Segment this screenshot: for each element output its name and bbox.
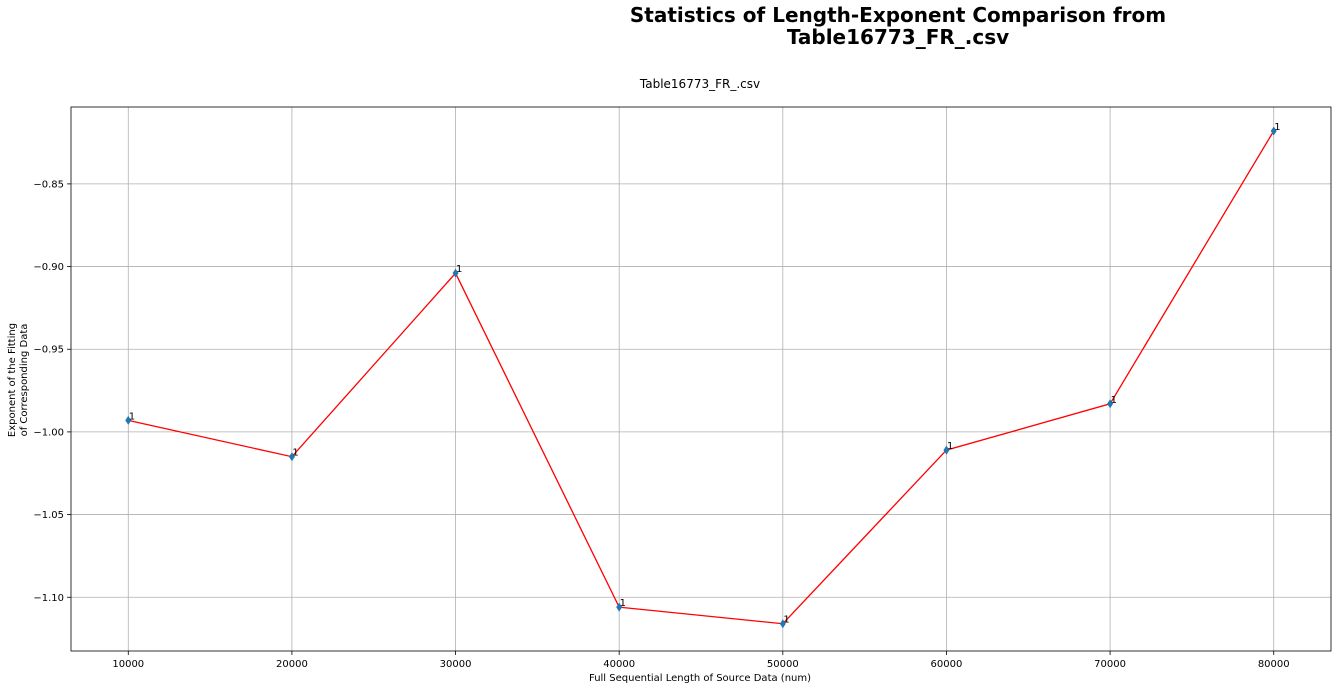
y-tick-label: −1.05 [33,510,64,521]
x-tick-labels: 10000 20000 30000 40000 50000 60000 70000 80000 [112,659,1289,670]
data-point-label: 1 [947,441,953,452]
data-point-label: 1 [129,411,135,422]
y-tick-label: −1.00 [33,427,64,438]
axes-frame [70,106,1332,652]
point-labels: 1 1 1 1 1 1 1 1 [129,122,1281,626]
data-point-marker [779,619,786,629]
data-point-label: 1 [1111,395,1117,406]
x-tick-label: 10000 [112,659,144,670]
x-tick-label: 40000 [603,659,635,670]
x-tick-label: 20000 [276,659,308,670]
data-point-marker [288,452,295,462]
data-point-label: 1 [783,615,789,626]
data-point-marker [616,602,623,612]
data-point-marker [1270,126,1277,136]
data-point-marker [1107,399,1114,409]
x-axis-label: Full Sequential Length of Source Data (n… [589,673,811,684]
y-tick-labels: −0.85 −0.90 −0.95 −1.00 −1.05 −1.10 [33,179,64,603]
y-tick-label: −0.90 [33,262,64,273]
data-point-label: 1 [456,264,462,275]
figure-title-line1: Statistics of Length-Exponent Comparison… [630,3,1166,27]
x-tick-label: 50000 [767,659,799,670]
x-tick-label: 70000 [1094,659,1126,670]
ticks [67,183,1275,655]
x-tick-label: 60000 [931,659,963,670]
x-tick-label: 30000 [440,659,472,670]
y-tick-label: −0.85 [33,179,64,190]
y-axis-label-line2: of Corresponding Data [19,324,30,437]
markers [125,126,1277,629]
y-axis-label-line1: Exponent of the Fitting [7,323,18,437]
data-point-marker [943,445,950,455]
y-tick-label: −1.10 [33,593,64,604]
series-line [128,130,1275,625]
chart-title: Table16773_FR_.csv [639,77,760,91]
data-point-label: 1 [620,598,626,609]
data-point-marker [452,268,459,278]
figure-title-line2: Table16773_FR_.csv [787,25,1009,49]
series [128,130,1275,625]
y-tick-label: −0.95 [33,345,64,356]
grid [71,107,1331,651]
x-tick-label: 80000 [1258,659,1290,670]
data-point-label: 1 [292,448,298,459]
data-point-label: 1 [1274,122,1280,133]
data-point-marker [125,415,132,425]
